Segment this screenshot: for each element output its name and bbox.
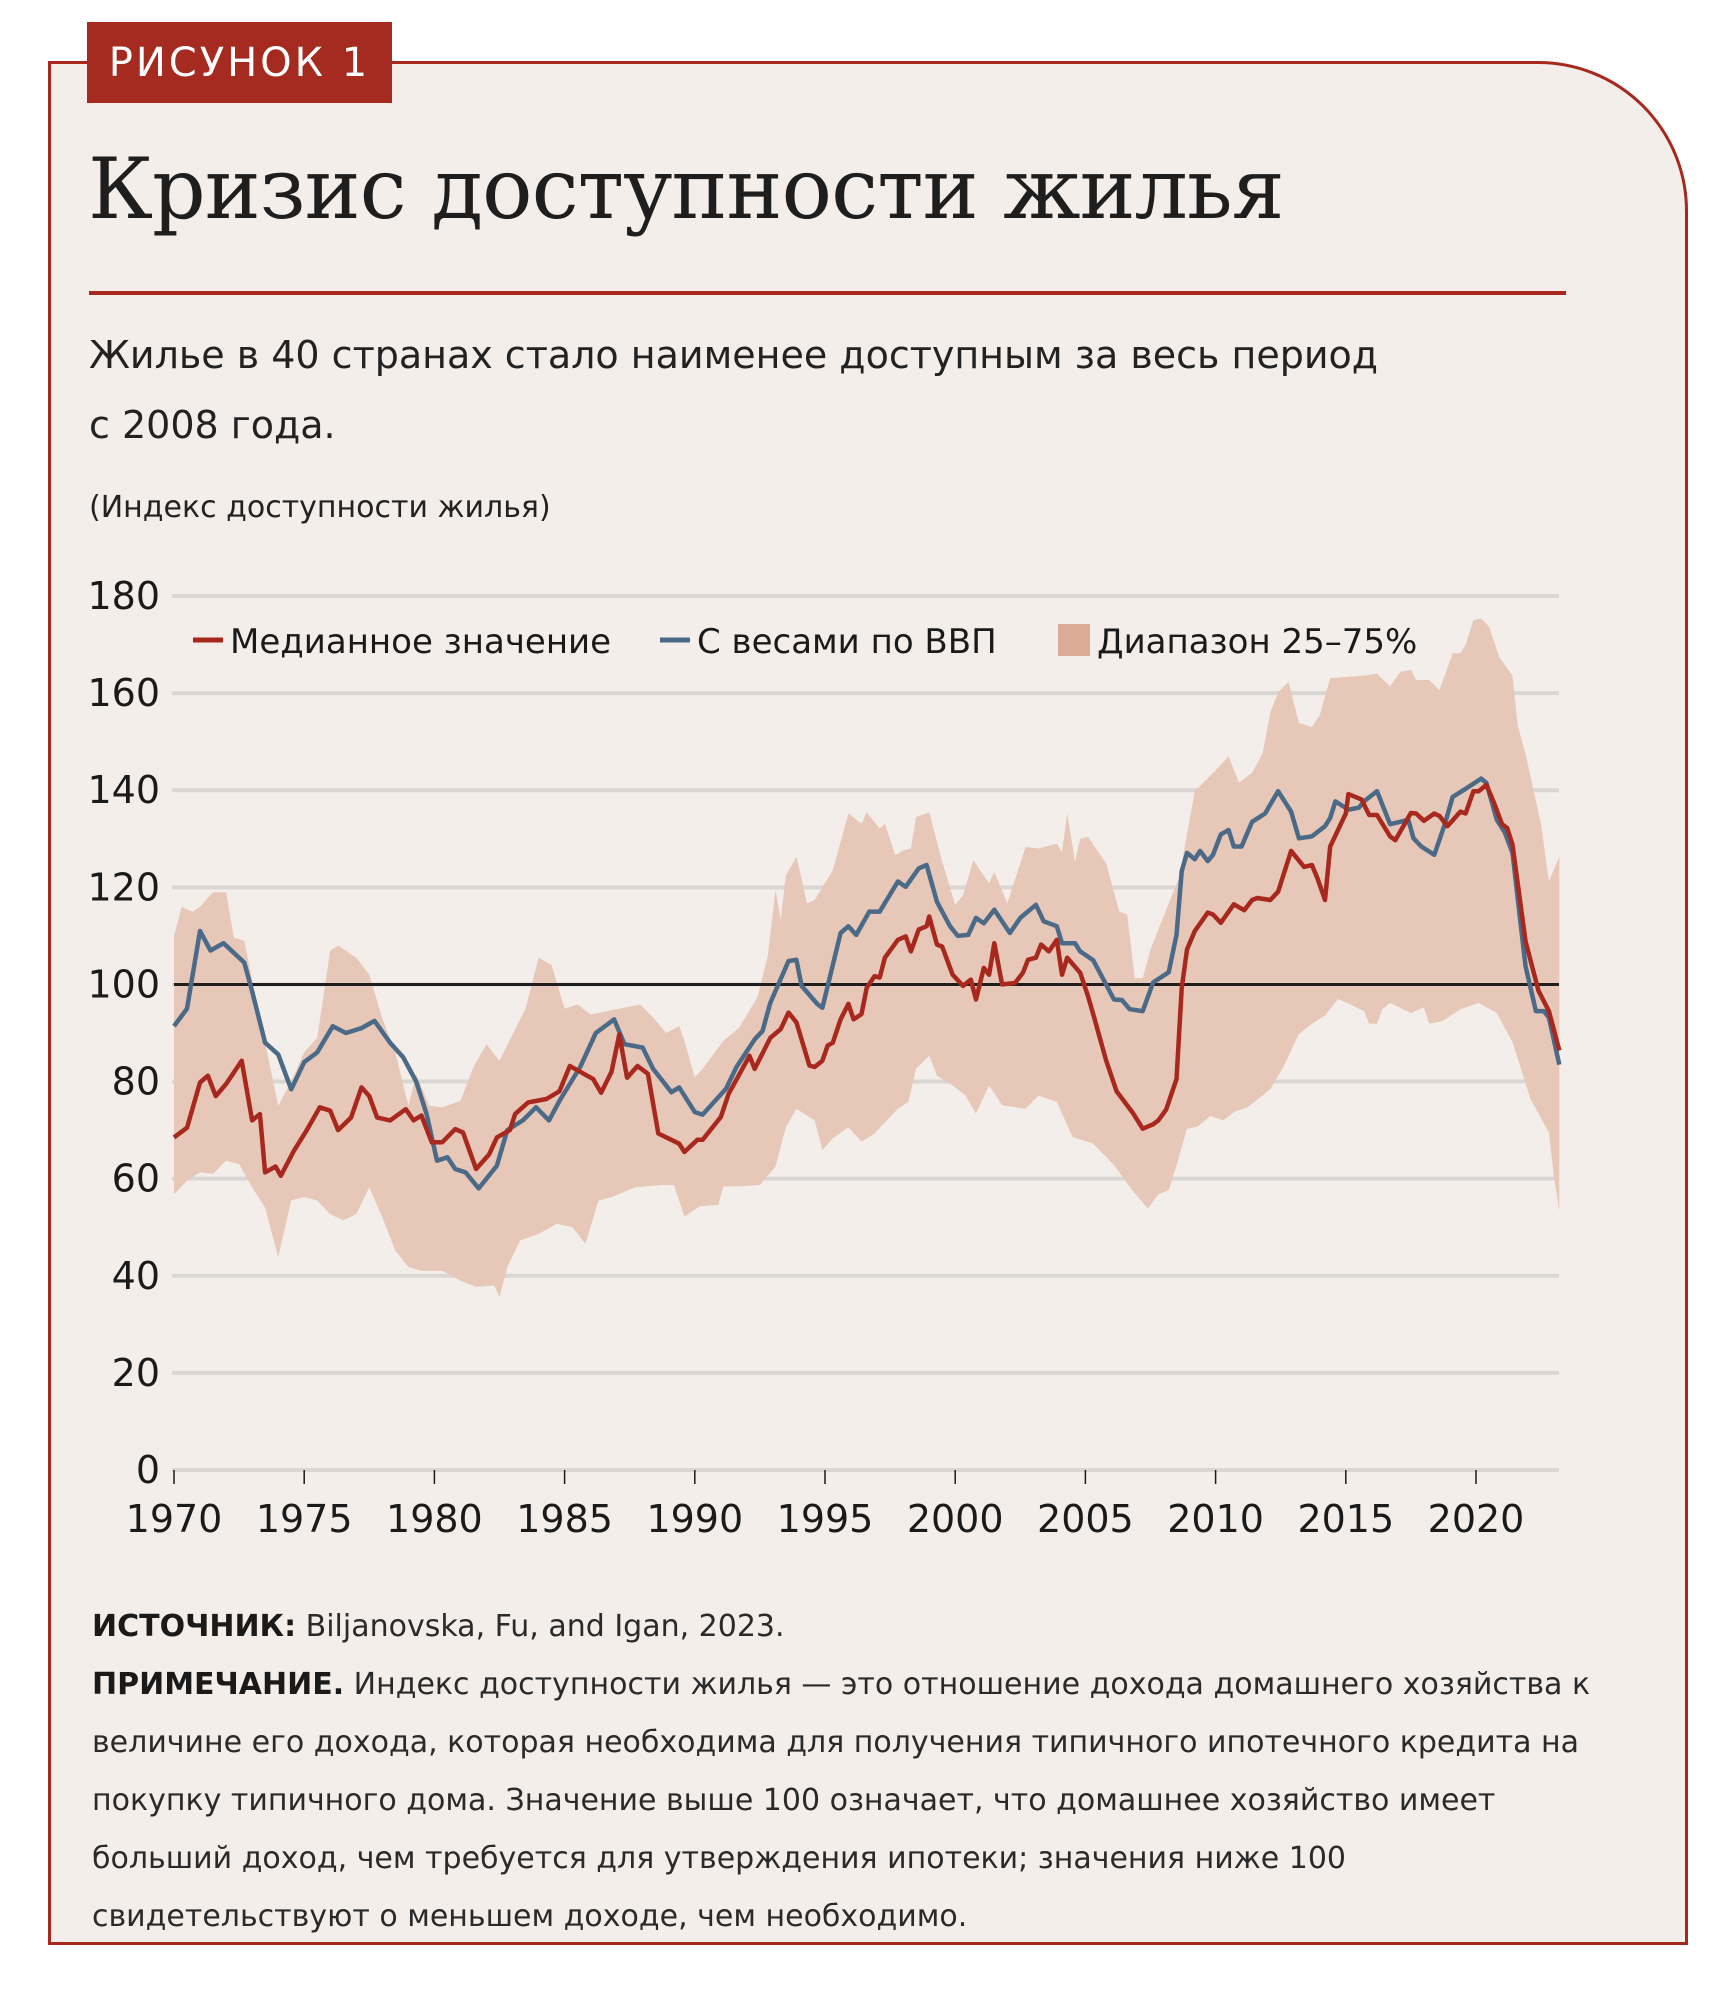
figure-badge: РИСУНОК 1	[87, 22, 392, 103]
x-tick-label: 2005	[1037, 1497, 1134, 1541]
y-tick-label: 80	[112, 1060, 160, 1104]
y-tick-label: 20	[112, 1351, 160, 1395]
x-tick-label: 1995	[777, 1497, 874, 1541]
x-tick-label: 1970	[126, 1497, 223, 1541]
median-line	[172, 782, 1562, 1179]
legend-gdp-label: С весами по ВВП	[697, 622, 997, 662]
range-band-area	[174, 618, 1560, 1298]
source-note: ИСТОЧНИК: Biljanovska, Fu, and Igan, 202…	[92, 1598, 1632, 1656]
gdp-weighted-line	[172, 776, 1562, 1191]
y-axis-unit-label: (Индекс доступности жилья)	[89, 490, 551, 525]
x-tick-label: 1975	[256, 1497, 353, 1541]
x-axis: 1970 1975 1980 1985 1990 1995 2000 2005 2010 2015…	[126, 1470, 1525, 1541]
subtitle-line-2: с 2008 года.	[89, 403, 336, 447]
x-tick-label: 2020	[1428, 1497, 1525, 1541]
source-label: ИСТОЧНИК:	[92, 1609, 297, 1644]
x-tick-label: 1990	[646, 1497, 743, 1541]
y-tick-label: 100	[87, 962, 160, 1006]
y-tick-label: 140	[87, 768, 160, 812]
legend-range-label: Диапазон 25–75%	[1097, 622, 1417, 662]
y-tick-label: 160	[87, 671, 160, 715]
y-axis: 0 20 40 60 80 100 120 140 160 180	[87, 574, 160, 1492]
legend-median-label: Медианное значение	[230, 622, 611, 662]
note-text: Индекс доступности жилья — это отношение…	[92, 1667, 1591, 1934]
x-tick-label: 2010	[1167, 1497, 1264, 1541]
note-label: ПРИМЕЧАНИЕ.	[92, 1667, 345, 1702]
note: ПРИМЕЧАНИЕ. Индекс доступности жилья — э…	[92, 1656, 1632, 1946]
y-tick-label: 40	[112, 1254, 160, 1298]
y-tick-label: 0	[136, 1448, 160, 1492]
title-divider	[89, 291, 1566, 295]
source-text: Biljanovska, Fu, and Igan, 2023.	[296, 1609, 785, 1644]
y-tick-label: 60	[112, 1157, 160, 1201]
legend-range-swatch	[1058, 624, 1090, 656]
chart-title: Кризис доступности жилья	[88, 140, 1285, 238]
subtitle-line-1: Жилье в 40 странах стало наименее доступ…	[89, 333, 1379, 377]
figure-footer: ИСТОЧНИК: Biljanovska, Fu, and Igan, 202…	[92, 1598, 1632, 1946]
x-tick-label: 2015	[1297, 1497, 1394, 1541]
y-tick-label: 120	[87, 865, 160, 909]
legend: Медианное значение С весами по ВВП Диапа…	[193, 622, 1417, 662]
chart-subtitle: Жилье в 40 странах стало наименее доступ…	[89, 320, 1589, 460]
x-tick-label: 2000	[907, 1497, 1004, 1541]
x-tick-label: 1980	[386, 1497, 483, 1541]
y-tick-label: 180	[87, 574, 160, 618]
x-tick-label: 1985	[516, 1497, 613, 1541]
